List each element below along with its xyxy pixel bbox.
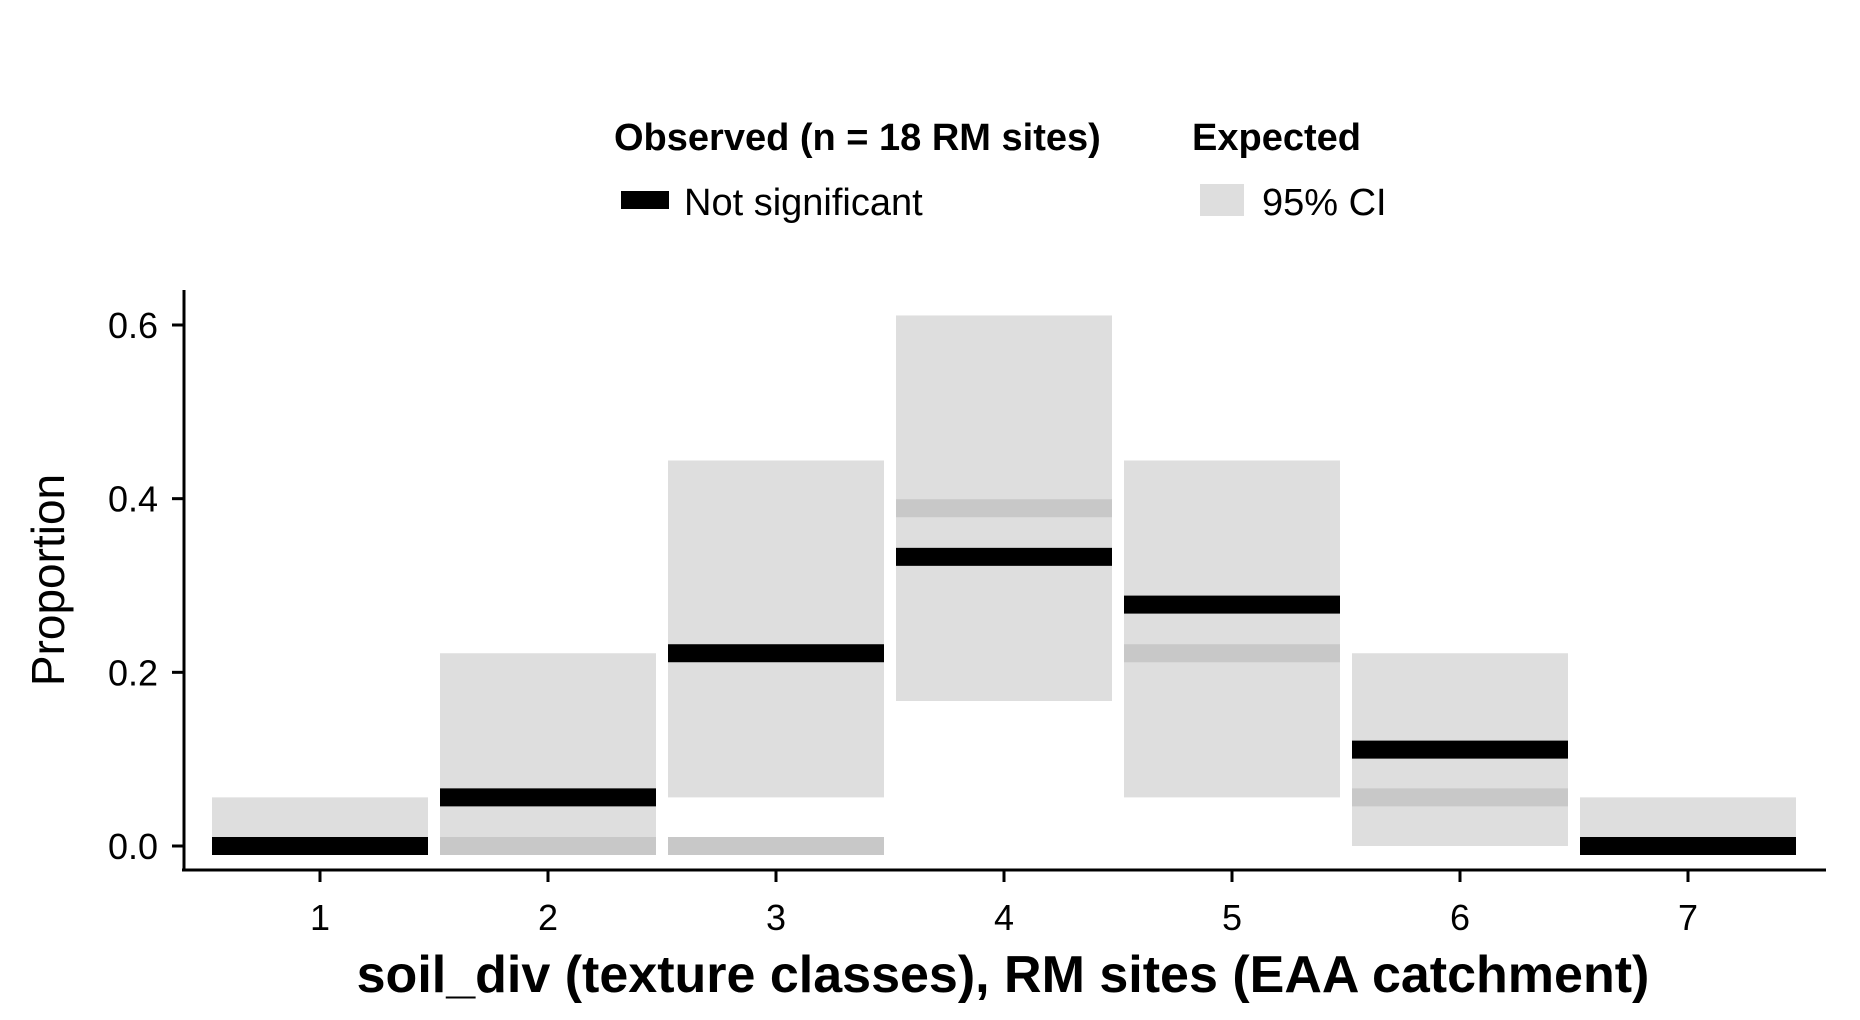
- legend-expected-key: [1200, 184, 1244, 216]
- observed-bar: [1124, 595, 1340, 614]
- x-ticks: 1 2 3 4 5 6 7: [310, 870, 1698, 938]
- ci-band: [1124, 460, 1340, 798]
- x-tick-label: 1: [310, 897, 330, 938]
- y-tick-label: 0.6: [108, 305, 158, 346]
- expected-bar: [1124, 644, 1340, 663]
- ci-layer: [212, 315, 1796, 846]
- legend-expected-title: Expected: [1192, 117, 1361, 159]
- expected-bar: [668, 837, 884, 855]
- observed-layer: [212, 547, 1796, 855]
- x-axis-title: soil_div (texture classes), RM sites (EA…: [357, 946, 1650, 1004]
- y-ticks: 0.0 0.2 0.4 0.6: [108, 305, 184, 867]
- legend-expected-label: 95% CI: [1262, 182, 1387, 224]
- y-axis-title: Proportion: [22, 474, 74, 686]
- expected-bar: [440, 837, 656, 855]
- x-tick-label: 3: [766, 897, 786, 938]
- x-tick-label: 7: [1678, 897, 1698, 938]
- observed-bar: [440, 788, 656, 807]
- x-tick-label: 4: [994, 897, 1014, 938]
- ci-band: [440, 653, 656, 846]
- observed-bar: [1352, 740, 1568, 759]
- observed-bar: [668, 644, 884, 663]
- observed-bar: [212, 837, 428, 855]
- legend-observed-label: Not significant: [684, 182, 923, 224]
- x-tick-label: 5: [1222, 897, 1242, 938]
- observed-bar: [1580, 837, 1796, 855]
- legend-observed-title: Observed (n = 18 RM sites): [614, 117, 1101, 159]
- x-tick-label: 6: [1450, 897, 1470, 938]
- y-tick-label: 0.4: [108, 479, 158, 520]
- legend-observed-key: [621, 191, 669, 209]
- x-tick-label: 2: [538, 897, 558, 938]
- observed-bar: [896, 547, 1112, 566]
- expected-bar: [896, 499, 1112, 518]
- ci-band: [668, 460, 884, 798]
- legend: Observed (n = 18 RM sites) Not significa…: [614, 117, 1387, 224]
- y-tick-label: 0.0: [108, 826, 158, 867]
- expected-bar: [1352, 788, 1568, 807]
- y-tick-label: 0.2: [108, 652, 158, 693]
